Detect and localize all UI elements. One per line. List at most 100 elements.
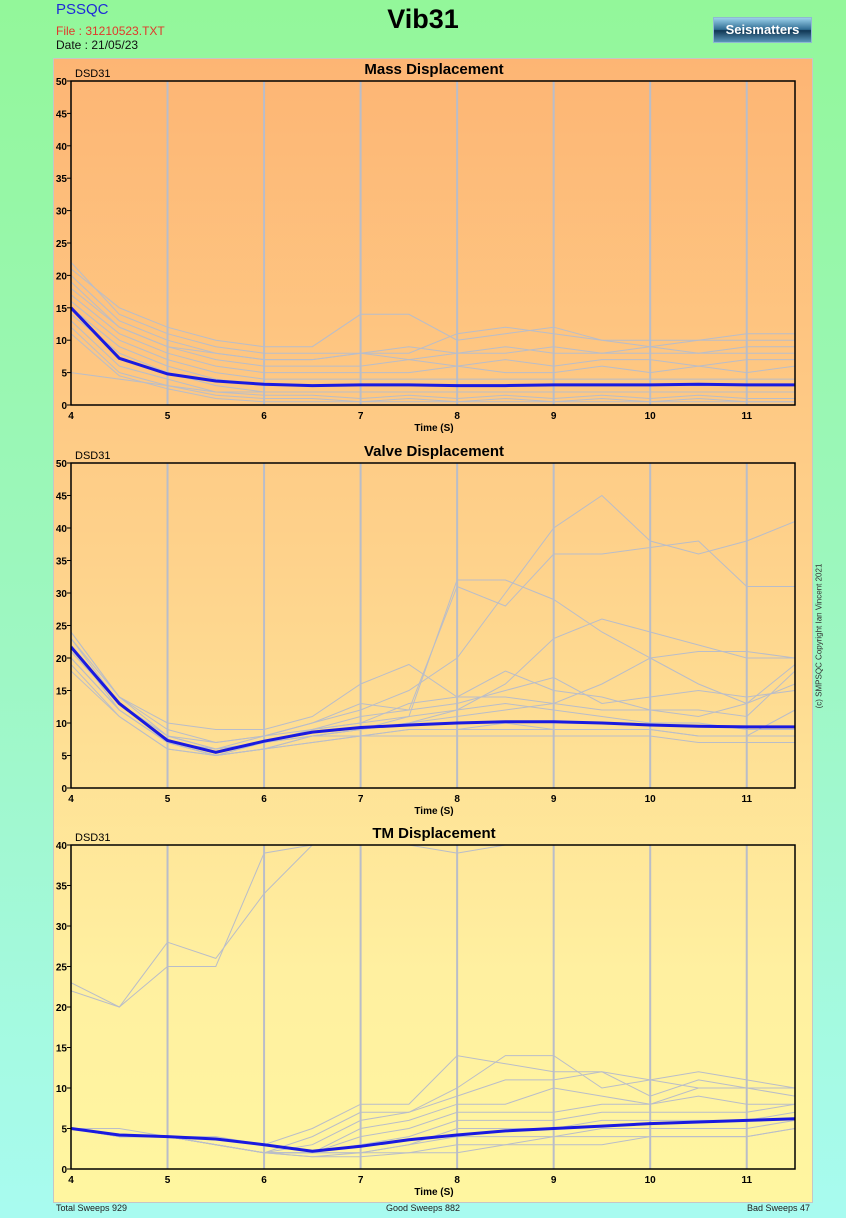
- sweep-lines: [71, 262, 795, 403]
- x-tick-label: 9: [551, 411, 557, 422]
- x-tick-label: 7: [358, 1175, 364, 1186]
- x-axis-label: Time (S): [414, 423, 453, 434]
- x-tick-label: 7: [358, 411, 364, 422]
- x-tick-label: 10: [645, 411, 657, 422]
- sweep-line: [71, 657, 795, 757]
- sweep-line: [71, 845, 795, 1008]
- plot-frame: [70, 80, 796, 406]
- y-tick-label: 5: [61, 369, 67, 380]
- report-date: Date : 21/05/23: [56, 38, 139, 52]
- y-tick-label: 5: [61, 1125, 67, 1136]
- chart-3: 4 5 6 7 8 9 10 11 0 5 10 15 20 25 30 35 40 TM Displacemen…: [56, 825, 796, 1198]
- y-tick-label: 40: [56, 841, 68, 852]
- chart-title: Valve Displacement: [364, 443, 504, 460]
- x-tick-label: 4: [68, 794, 74, 805]
- x-tick-label: 8: [454, 411, 460, 422]
- y-tick-label: 25: [56, 239, 68, 250]
- sweep-line: [71, 845, 795, 1008]
- y-tick-label: 40: [56, 524, 68, 535]
- y-tick-label: 35: [56, 174, 68, 185]
- x-tick-label: 4: [68, 411, 74, 422]
- x-tick-label: 11: [741, 411, 752, 422]
- sweep-line: [71, 670, 795, 757]
- sweep-lines: [71, 845, 795, 1158]
- y-tick-label: 20: [56, 654, 68, 665]
- y-tick-label: 10: [56, 336, 68, 347]
- sweep-line: [71, 618, 795, 757]
- sweep-line: [71, 638, 795, 730]
- plot-frame: [70, 462, 796, 789]
- y-tick-label: 50: [56, 77, 68, 88]
- y-tick-label: 0: [61, 1165, 67, 1176]
- y-tick-label: 30: [56, 589, 68, 600]
- sweep-line: [71, 268, 795, 348]
- y-tick-label: 45: [56, 492, 68, 503]
- sweep-line: [71, 1128, 795, 1158]
- x-tick-label: 9: [551, 1175, 557, 1186]
- sweep-line: [71, 275, 795, 361]
- x-tick-label: 11: [741, 794, 752, 805]
- y-tick-label: 35: [56, 557, 68, 568]
- y-tick-label: 20: [56, 1003, 68, 1014]
- mean-line: [71, 306, 795, 388]
- y-tick-label: 45: [56, 109, 68, 120]
- y-tick-label: 15: [56, 1044, 68, 1055]
- y-tick-label: 25: [56, 622, 68, 633]
- page-title: Vib31: [387, 4, 459, 34]
- mean-line: [71, 1117, 795, 1153]
- x-tick-label: 5: [165, 794, 171, 805]
- sweep-line: [71, 300, 795, 380]
- y-tick-label: 0: [61, 401, 67, 412]
- x-tick-label: 5: [165, 411, 171, 422]
- sweep-line: [71, 320, 795, 400]
- x-tick-label: 5: [165, 1175, 171, 1186]
- y-tick-label: 0: [61, 784, 67, 795]
- device-label: DSD31: [75, 832, 110, 844]
- y-tick-label: 10: [56, 1084, 68, 1095]
- sweep-line: [71, 333, 795, 403]
- x-tick-label: 8: [454, 1175, 460, 1186]
- x-tick-label: 7: [358, 794, 364, 805]
- y-tick-label: 15: [56, 687, 68, 698]
- sweep-line: [71, 372, 795, 393]
- sweep-lines: [71, 494, 795, 757]
- y-tick-label: 10: [56, 719, 68, 730]
- file-name: File : 31210523.TXT: [56, 24, 165, 38]
- sweep-line: [71, 631, 795, 744]
- sweep-line: [71, 494, 795, 750]
- plot-frame: [70, 844, 796, 1170]
- device-label: DSD31: [75, 450, 110, 462]
- y-tick-label: 25: [56, 963, 68, 974]
- x-tick-label: 6: [261, 411, 267, 422]
- sweep-line: [71, 262, 795, 354]
- x-tick-label: 6: [261, 1175, 267, 1186]
- mean-line: [71, 646, 795, 754]
- sweep-line: [71, 307, 795, 387]
- y-tick-label: 15: [56, 304, 68, 315]
- y-tick-label: 50: [56, 459, 68, 470]
- chart-title: Mass Displacement: [364, 61, 503, 78]
- x-tick-label: 4: [68, 1175, 74, 1186]
- y-tick-label: 20: [56, 271, 68, 282]
- x-tick-label: 6: [261, 794, 267, 805]
- x-tick-label: 10: [645, 1175, 657, 1186]
- x-tick-label: 11: [741, 1175, 752, 1186]
- total-sweeps: Total Sweeps 929: [56, 1203, 128, 1213]
- good-sweeps: Good Sweeps 882: [385, 1203, 461, 1213]
- x-tick-label: 10: [645, 794, 657, 805]
- sweep-line: [71, 1111, 795, 1154]
- app-name: PSSQC: [56, 1, 109, 18]
- y-tick-label: 35: [56, 882, 68, 893]
- x-tick-label: 9: [551, 794, 557, 805]
- sweep-line: [71, 326, 795, 403]
- sweep-line: [71, 288, 795, 367]
- y-tick-label: 30: [56, 922, 68, 933]
- bad-sweeps: Bad Sweeps 47: [746, 1203, 810, 1213]
- sweep-line: [71, 294, 795, 374]
- x-axis-label: Time (S): [414, 1187, 453, 1198]
- copyright-label: (c) SMPSQC Copyright Ian Vincent 2021: [814, 563, 824, 709]
- y-tick-label: 30: [56, 207, 68, 218]
- chart-panel: [53, 58, 813, 1203]
